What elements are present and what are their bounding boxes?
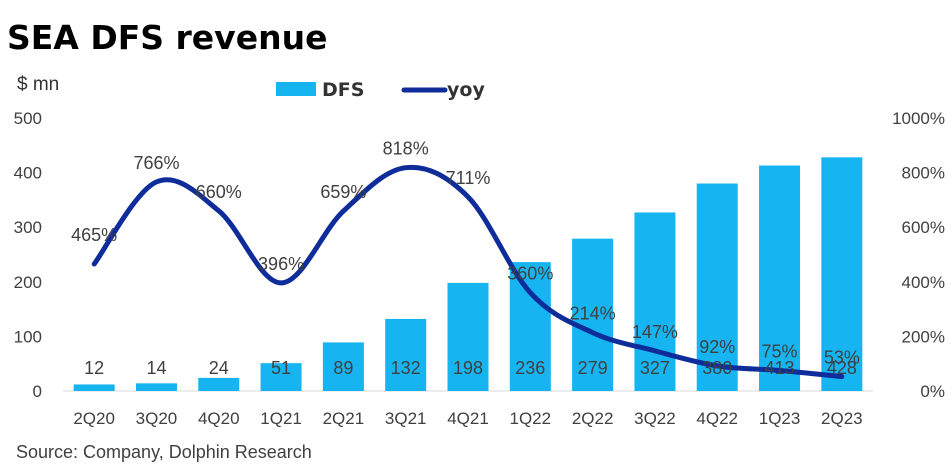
yoy-value-label: 465% — [71, 225, 117, 245]
bar — [385, 318, 427, 391]
bar-value-label: 51 — [271, 358, 291, 378]
x-tick-label: 2Q21 — [323, 409, 365, 428]
y-tick-label: 200 — [14, 273, 42, 292]
y2-tick-label: 200% — [902, 327, 945, 346]
bar — [260, 363, 302, 391]
x-tick-label: 3Q22 — [634, 409, 676, 428]
legend-swatch-dfs — [276, 82, 316, 96]
bar-value-label: 89 — [333, 358, 353, 378]
y-axis-left: 0 100 200 300 400 500 — [14, 109, 42, 401]
bar-value-label: 380 — [702, 358, 732, 378]
yoy-labels: 465% 766% 660% 396% 659% 818% 711% 360% 214% 147%… — [71, 139, 860, 368]
bar — [759, 165, 801, 391]
bar — [821, 157, 863, 391]
bar-value-label: 279 — [578, 358, 608, 378]
x-tick-label: 1Q22 — [510, 409, 552, 428]
x-tick-label: 2Q20 — [73, 409, 115, 428]
legend-label-dfs: DFS — [322, 79, 364, 101]
bar — [198, 377, 240, 391]
y2-tick-label: 1000% — [892, 109, 945, 128]
yoy-value-label: 766% — [133, 153, 179, 173]
x-axis: 2Q20 3Q20 4Q20 1Q21 2Q21 3Q21 4Q21 1Q22 2Q22 3Q22… — [73, 409, 862, 428]
y2-tick-label: 400% — [902, 273, 945, 292]
bar-value-label: 24 — [209, 358, 229, 378]
bar-value-label: 413 — [765, 358, 795, 378]
yoy-value-label: 75% — [762, 342, 798, 362]
y-tick-label: 300 — [14, 218, 42, 237]
x-tick-label: 1Q23 — [759, 409, 801, 428]
legend: DFS yoy — [276, 79, 485, 101]
y-axis-right: 0% 200% 400% 600% 800% 1000% — [892, 109, 945, 401]
x-tick-label: 3Q20 — [136, 409, 178, 428]
bar-value-label: 14 — [146, 358, 166, 378]
bar — [509, 262, 551, 391]
y-tick-label: 400 — [14, 164, 42, 183]
bar — [322, 342, 364, 391]
bar — [696, 183, 738, 391]
bar-value-label: 236 — [515, 358, 545, 378]
source-note: Source: Company, Dolphin Research — [16, 442, 312, 462]
bar-value-label: 132 — [391, 358, 421, 378]
yoy-line-layer — [91, 164, 845, 380]
y2-tick-label: 600% — [902, 218, 945, 237]
yoy-value-label: 214% — [570, 304, 616, 324]
bar-value-label: 428 — [827, 358, 857, 378]
yoy-value-label: 147% — [632, 322, 678, 342]
y2-tick-label: 800% — [902, 164, 945, 183]
yoy-value-label: 92% — [699, 337, 735, 357]
bar — [447, 282, 489, 391]
yoy-value-label: 396% — [258, 254, 304, 274]
bar-value-label: 327 — [640, 358, 670, 378]
bar — [135, 383, 177, 391]
x-tick-label: 3Q21 — [385, 409, 427, 428]
x-tick-label: 2Q23 — [821, 409, 863, 428]
bar-labels: 12 14 24 51 89 132 198 236 279 327 380 413 428 — [84, 358, 857, 378]
bar — [73, 384, 115, 391]
yoy-line — [91, 164, 845, 380]
y-tick-label: 0 — [33, 382, 42, 401]
chart-title: SEA DFS revenue — [7, 18, 327, 57]
yoy-value-label: 53% — [824, 348, 860, 368]
x-tick-label: 4Q21 — [447, 409, 489, 428]
yoy-value-label: 711% — [446, 168, 491, 188]
bar — [572, 238, 614, 391]
bar — [634, 212, 676, 391]
y-tick-label: 100 — [14, 327, 42, 346]
bar-value-label: 12 — [84, 358, 104, 378]
bars — [73, 157, 863, 391]
yoy-value-label: 360% — [507, 264, 553, 284]
x-tick-label: 2Q22 — [572, 409, 614, 428]
y-tick-label: 500 — [14, 109, 42, 128]
x-tick-label: 1Q21 — [260, 409, 302, 428]
y-axis-unit: $ mn — [17, 74, 59, 95]
yoy-value-label: 659% — [320, 182, 366, 202]
yoy-value-label: 818% — [383, 139, 429, 159]
legend-label-yoy: yoy — [447, 79, 485, 101]
x-tick-label: 4Q22 — [696, 409, 738, 428]
bar-value-label: 198 — [453, 358, 483, 378]
y2-tick-label: 0% — [920, 382, 945, 401]
yoy-value-label: 660% — [196, 182, 242, 202]
x-tick-label: 4Q20 — [198, 409, 240, 428]
